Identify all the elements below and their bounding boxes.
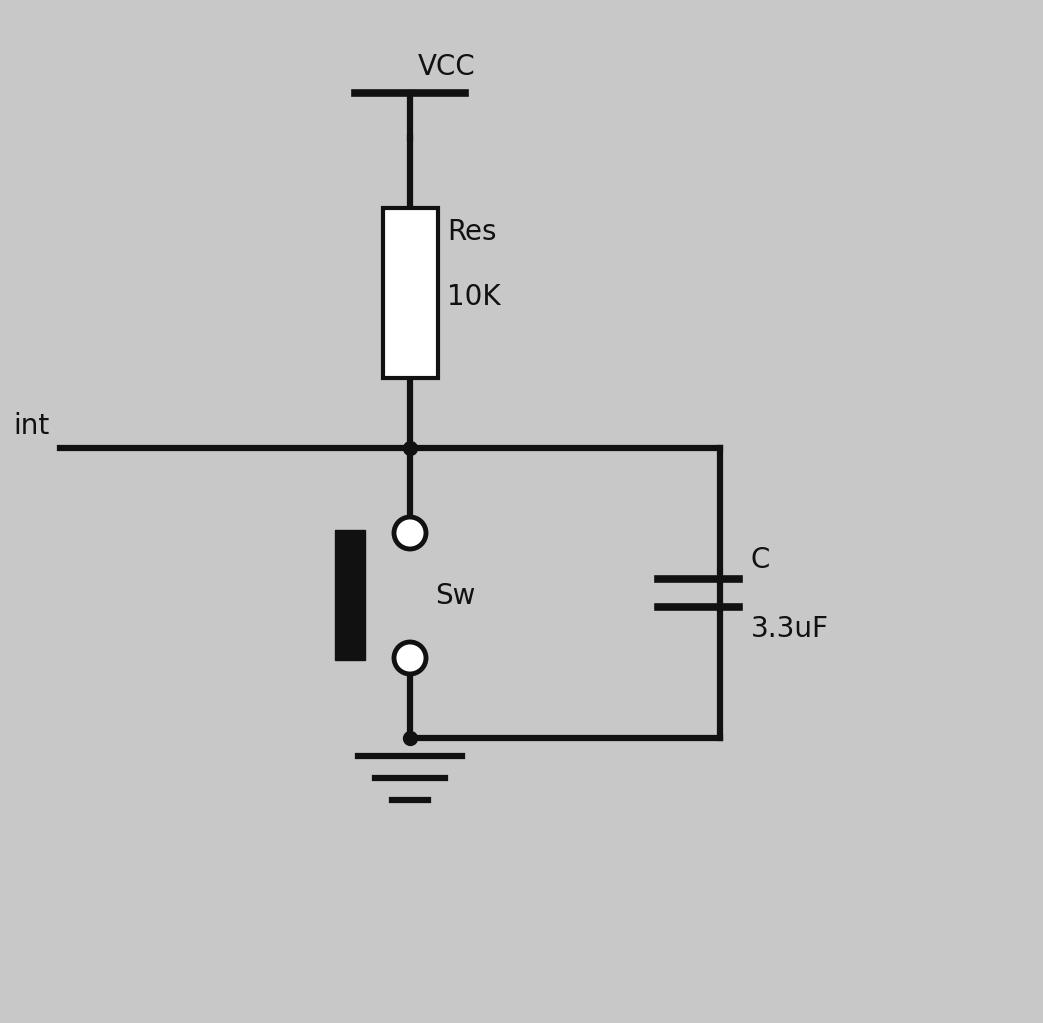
Circle shape — [394, 642, 426, 674]
Text: VCC: VCC — [418, 53, 476, 81]
Text: 3.3uF: 3.3uF — [751, 615, 828, 643]
Circle shape — [394, 517, 426, 549]
Bar — [383, 208, 437, 379]
Text: 10K: 10K — [447, 283, 501, 311]
Text: C: C — [751, 546, 770, 574]
Text: int: int — [14, 412, 50, 440]
Bar — [335, 530, 365, 660]
Text: Sw: Sw — [435, 581, 476, 610]
Text: Res: Res — [447, 218, 498, 246]
